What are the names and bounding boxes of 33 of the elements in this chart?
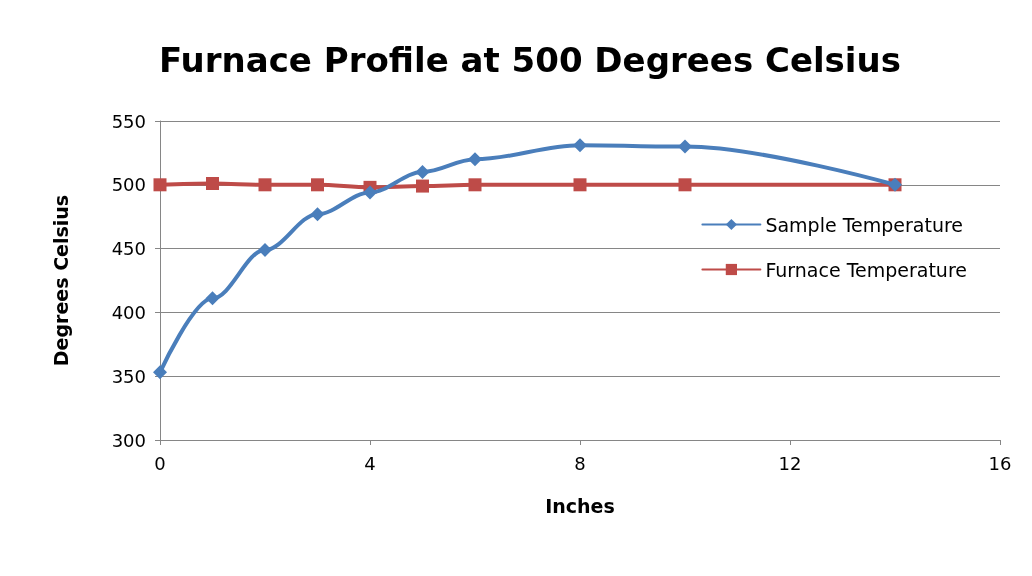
point <box>573 178 587 192</box>
y-tick-label: 500 <box>111 174 146 196</box>
point <box>363 185 377 200</box>
legend-label: Furnace Temperature <box>765 258 967 281</box>
point <box>415 165 430 180</box>
legend-label: Sample Temperature <box>765 213 964 236</box>
y-tick-label: 350 <box>111 365 146 387</box>
point <box>310 207 325 222</box>
x-tick-label: 0 <box>154 452 166 474</box>
y-tick-label: 450 <box>111 238 146 260</box>
point <box>678 178 692 192</box>
point <box>416 179 429 193</box>
y-tick-label: 300 <box>111 429 146 451</box>
y-tick-label: 550 <box>111 110 146 132</box>
y-tick-label: 400 <box>111 301 146 323</box>
x-tick-label: 4 <box>364 452 376 474</box>
point <box>258 242 272 257</box>
point <box>573 138 587 153</box>
point <box>468 178 482 192</box>
x-tick-label: 12 <box>778 452 802 474</box>
point <box>206 177 219 191</box>
point <box>258 178 272 192</box>
point <box>311 178 324 192</box>
point <box>678 139 692 154</box>
x-axis-title: Inches <box>545 494 615 517</box>
x-tick-label: 8 <box>574 452 586 474</box>
x-tick-label: 16 <box>988 452 1012 474</box>
point <box>153 178 167 192</box>
chart-title: Furnace Profile at 500 Degrees Celsius <box>159 40 901 80</box>
y-axis-title: Degrees Celsius <box>49 194 72 367</box>
point <box>205 291 220 306</box>
point <box>153 365 167 380</box>
point <box>468 152 482 167</box>
